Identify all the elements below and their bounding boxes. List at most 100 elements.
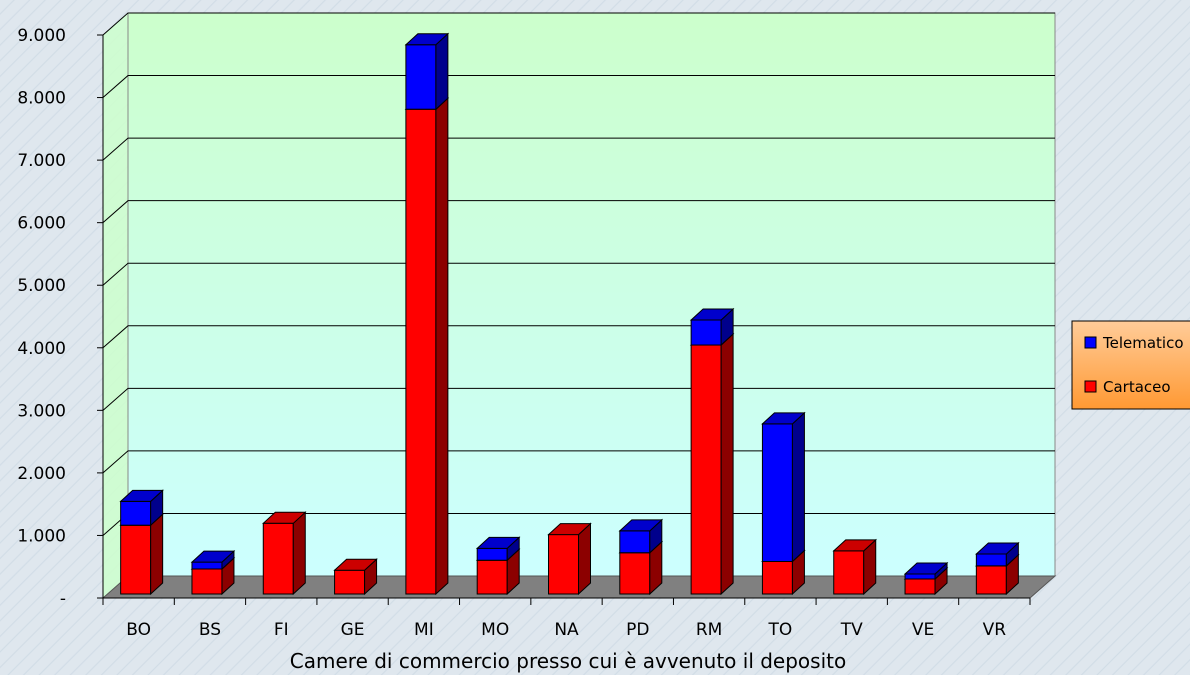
bar-top xyxy=(333,558,378,571)
bar-front xyxy=(120,500,152,526)
bar-side xyxy=(435,97,449,596)
bar-top xyxy=(832,539,878,552)
bar-front xyxy=(548,534,579,595)
bar-top xyxy=(190,550,236,563)
gridline xyxy=(102,387,1055,411)
bar-front xyxy=(690,344,722,595)
y-tick-label: 5.000 xyxy=(17,276,66,296)
bar-front xyxy=(619,530,651,554)
x-tick-label: PD xyxy=(626,620,649,640)
bar-front xyxy=(262,522,294,595)
bar-front xyxy=(761,560,793,595)
gridlines xyxy=(102,12,1055,536)
gridline xyxy=(102,325,1055,349)
gridline xyxy=(102,450,1055,474)
bar-front xyxy=(975,565,1007,595)
x-tick-label: TV xyxy=(840,620,863,640)
x-tick-label: GE xyxy=(341,620,365,640)
bar-top xyxy=(547,523,592,536)
legend-label-telematico: Telematico xyxy=(1102,334,1184,352)
x-tick-label: MI xyxy=(414,620,434,640)
bar-front xyxy=(405,44,437,110)
axes xyxy=(97,34,1031,605)
bar-MI-Cartaceo xyxy=(404,97,450,596)
bar-top xyxy=(975,542,1020,555)
x-tick-label: MO xyxy=(481,620,509,640)
bar-MI-Telematico xyxy=(404,32,450,111)
y-tick-label: 9.000 xyxy=(17,26,66,46)
bar-GE-Cartaceo xyxy=(333,558,378,596)
back-wall xyxy=(127,12,1056,577)
legend-swatch-cartaceo xyxy=(1084,380,1097,393)
bar-PD-Telematico xyxy=(618,518,664,554)
bar-front xyxy=(619,552,651,595)
y-tick-label: 2.000 xyxy=(17,464,66,484)
bar-side xyxy=(150,513,164,596)
x-tick-label: RM xyxy=(696,620,722,640)
gridline xyxy=(102,12,1055,36)
gridline xyxy=(102,200,1055,224)
bar-top xyxy=(261,511,307,524)
bar-front xyxy=(904,578,936,595)
bar-front xyxy=(975,553,1007,567)
bar-side xyxy=(720,332,734,596)
x-tick-label: NA xyxy=(554,620,579,640)
bar-front xyxy=(476,559,508,595)
bars xyxy=(119,32,1020,596)
x-tick-label: BS xyxy=(199,620,221,640)
bar-top xyxy=(475,536,521,549)
side-wall xyxy=(103,13,128,598)
bar-BS-Telematico xyxy=(190,549,236,571)
x-tick-label: VE xyxy=(912,620,934,640)
bar-top xyxy=(618,519,664,532)
legend-label-cartaceo: Cartaceo xyxy=(1103,378,1171,396)
bar-RM-Cartaceo xyxy=(689,332,735,596)
y-tick-label: - xyxy=(60,589,66,609)
y-tick-label: 1.000 xyxy=(17,526,66,546)
bar-VE-Telematico xyxy=(903,561,949,581)
bar-front xyxy=(476,547,508,561)
y-tick-labels: - 1.000 2.000 3.000 4.000 5.000 6.000 7.000 8.00… xyxy=(17,26,66,609)
bar-top xyxy=(761,412,806,425)
gridline xyxy=(102,137,1055,161)
bar-side xyxy=(578,522,591,596)
bar-top xyxy=(689,308,735,321)
gridline xyxy=(102,75,1055,98)
bar-top xyxy=(903,562,949,575)
x-tick-label: BO xyxy=(126,620,151,640)
bar-FI-Cartaceo xyxy=(261,511,307,596)
x-tick-label: TO xyxy=(768,620,793,640)
bar-front xyxy=(761,423,793,562)
bar-front xyxy=(690,319,722,346)
y-tick-label: 7.000 xyxy=(17,151,66,171)
bar-TV-Cartaceo xyxy=(832,538,878,596)
bar-side xyxy=(791,411,805,563)
gridline xyxy=(102,262,1055,286)
bar-VR-Telematico xyxy=(975,541,1020,567)
y-tick-label: 6.000 xyxy=(17,214,66,234)
bar-front xyxy=(120,524,152,595)
legend: Telematico Cartaceo xyxy=(1071,320,1190,410)
x-tick-labels: BO BS FI GE MI MO NA PD RM TO TV VE VR xyxy=(126,620,1006,640)
bar-front xyxy=(191,568,223,595)
bar-side xyxy=(292,511,306,596)
bar-BO-Telematico xyxy=(119,489,164,527)
bar-BO-Cartaceo xyxy=(119,513,164,596)
bar-MO-Telematico xyxy=(475,536,521,562)
y-tick-label: 3.000 xyxy=(17,401,66,421)
bar-front xyxy=(833,550,865,595)
bar-front xyxy=(904,573,936,580)
legend-box xyxy=(1071,320,1190,410)
bar-front xyxy=(191,561,223,570)
plot-background xyxy=(101,12,1057,599)
x-tick-label: FI xyxy=(274,620,289,640)
legend-swatch-telematico xyxy=(1084,336,1097,349)
bar-RM-Telematico xyxy=(689,307,735,347)
bar-front xyxy=(334,569,366,595)
y-tick-label: 8.000 xyxy=(17,89,66,109)
bar-front xyxy=(405,108,437,595)
x-tick-label: VR xyxy=(983,620,1007,640)
bar-NA-Cartaceo xyxy=(547,522,592,596)
bar-side xyxy=(435,32,449,111)
